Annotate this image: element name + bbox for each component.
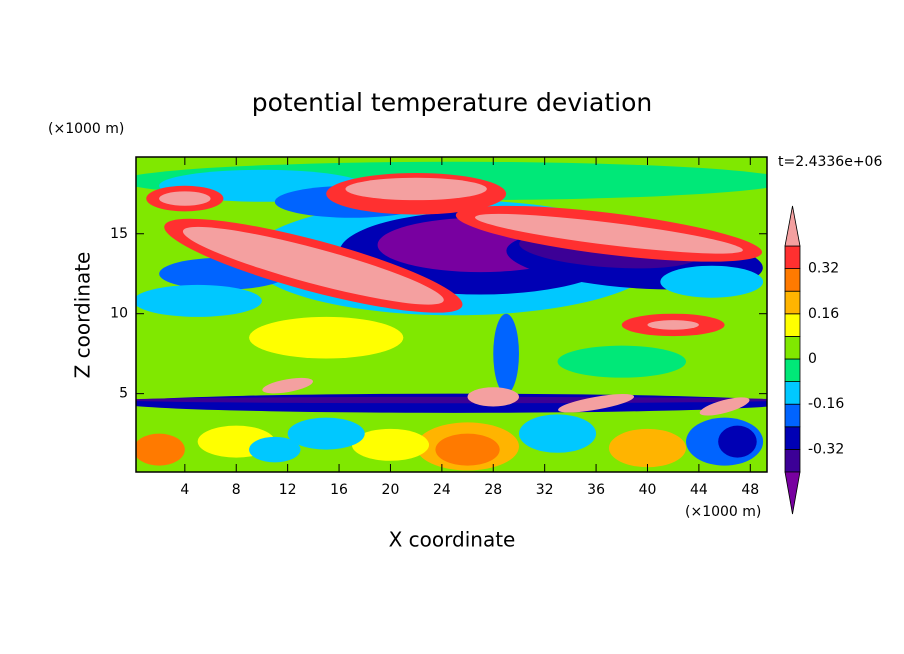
x-tick-label: 12	[279, 482, 297, 498]
contour-region	[351, 428, 430, 461]
contour-region	[518, 414, 597, 453]
colorbar-box	[784, 403, 801, 428]
colorbar-box	[784, 381, 801, 405]
x-tick-label: 20	[382, 482, 400, 498]
x-tick-label: 32	[536, 482, 554, 498]
contour-region	[136, 433, 185, 466]
colorbar-tick-label: -0.32	[808, 441, 844, 457]
contour-region	[608, 428, 687, 468]
contour-region	[558, 394, 635, 413]
colorbar-box	[784, 313, 801, 337]
chart-title: potential temperature deviation	[252, 88, 652, 117]
colorbar-tick-label: 0	[808, 351, 817, 367]
contour-region	[660, 265, 764, 298]
x-tick-label: 28	[484, 482, 502, 498]
contour-region	[345, 177, 487, 201]
contour-region	[493, 313, 519, 394]
colorbar-box	[784, 448, 801, 473]
contour-region	[647, 320, 699, 330]
contour-region	[249, 316, 404, 359]
contour-region	[435, 433, 500, 466]
y-tick-label: 5	[119, 386, 128, 402]
contour-region	[182, 226, 444, 305]
time-label: t=2.4336e+06	[778, 154, 882, 170]
x-tick-label: 44	[690, 482, 708, 498]
contour-region	[699, 397, 750, 416]
colorbar-tick-label: 0.16	[808, 306, 839, 322]
colorbar-tick-label: 0.32	[808, 261, 839, 277]
x-tick-label: 40	[639, 482, 657, 498]
contour-region	[262, 377, 313, 394]
contour-region	[474, 213, 743, 254]
contour-region	[136, 284, 262, 317]
contour-region	[557, 345, 687, 378]
plot-frame	[135, 156, 768, 473]
contour-region	[136, 396, 767, 404]
x-axis-title: X coordinate	[389, 528, 516, 552]
contour-region	[287, 417, 365, 450]
x-tick-label: 48	[741, 482, 759, 498]
y-tick-label: 15	[110, 226, 128, 242]
colorbar-box	[784, 335, 801, 360]
x-tick-label: 4	[180, 482, 189, 498]
colorbar-box	[784, 245, 801, 270]
colorbar-tick-label: -0.16	[808, 396, 844, 412]
contour-region	[249, 436, 301, 463]
contour-region	[159, 191, 211, 206]
x-tick-label: 8	[232, 482, 241, 498]
colorbar-box	[784, 268, 801, 292]
x-tick-label: 16	[330, 482, 348, 498]
contour-field	[136, 157, 767, 472]
x-tick-label: 24	[433, 482, 451, 498]
x-unit: (×1000 m)	[685, 504, 761, 520]
colorbar-under	[784, 471, 801, 515]
colorbar-over	[784, 205, 801, 247]
y-tick-label: 10	[110, 306, 128, 322]
y-unit: (×1000 m)	[48, 121, 124, 137]
colorbar-box	[784, 358, 801, 383]
x-tick-label: 36	[587, 482, 605, 498]
colorbar-box	[784, 426, 801, 450]
contour-region	[718, 425, 757, 458]
y-axis-title: Z coordinate	[71, 252, 95, 379]
contour-region	[467, 387, 519, 407]
colorbar-box	[784, 290, 801, 315]
